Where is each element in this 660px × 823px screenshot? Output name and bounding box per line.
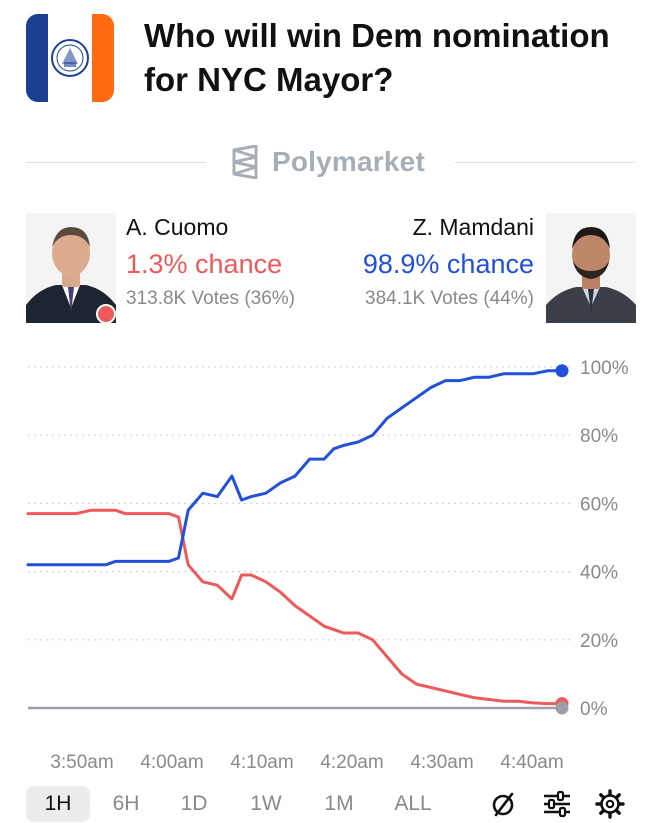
divider-left [26, 162, 206, 163]
time-range-toolbar: 1H 6H 1D 1W 1M ALL [0, 784, 660, 823]
mamdani-avatar [546, 213, 636, 323]
series-end-marker [555, 364, 569, 378]
x-tick-label: 4:00am [140, 752, 203, 773]
y-tick-label: 20% [580, 631, 618, 652]
nyc-flag-icon [26, 14, 114, 102]
y-tick-label: 80% [580, 426, 618, 447]
candidate-name-left: A. Cuomo [126, 214, 229, 240]
status-dot-icon [96, 304, 116, 324]
price-chart[interactable]: 100% 80% 60% 40% 20% 0% 3:50am 4:00am 4:10am 4:20… [0, 335, 660, 785]
y-tick-label: 40% [580, 563, 618, 584]
tab-1d[interactable]: 1D [180, 792, 208, 815]
votes-right: 384.1K Votes (44%) [365, 288, 534, 309]
gear-icon[interactable] [594, 788, 626, 820]
tab-6h[interactable]: 6H [112, 792, 140, 815]
x-tick-label: 4:30am [410, 752, 473, 773]
baseline-end-marker [555, 701, 569, 715]
polymarket-logo-icon [232, 145, 258, 179]
header: Who will win Dem nomination for NYC Mayo… [0, 0, 660, 120]
x-tick-label: 4:20am [320, 752, 383, 773]
slash-circle-icon[interactable] [488, 788, 520, 820]
page-title: Who will win Dem nomination for NYC Mayo… [144, 17, 610, 98]
filter-sliders-icon[interactable] [541, 788, 573, 820]
brand-logo: Polymarket [228, 144, 425, 180]
votes-left: 313.8K Votes (36%) [126, 288, 295, 309]
candidate-name-right: Z. Mamdani [412, 214, 534, 240]
tab-1w[interactable]: 1W [250, 792, 282, 815]
series-line [26, 369, 564, 567]
tab-1h[interactable]: 1H [26, 786, 90, 822]
y-tick-label: 60% [580, 494, 618, 515]
series-line [26, 508, 564, 706]
tab-all[interactable]: ALL [394, 792, 432, 815]
brand-bar: Polymarket [0, 140, 660, 184]
x-tick-label: 4:40am [500, 752, 563, 773]
tab-1m[interactable]: 1M [324, 792, 354, 815]
x-tick-label: 4:10am [230, 752, 293, 773]
brand-name: Polymarket [272, 146, 425, 177]
chart-canvas[interactable]: 100% 80% 60% 40% 20% 0% 3:50am 4:00am 4:10am 4:20… [0, 335, 660, 785]
y-tick-label: 100% [580, 358, 629, 379]
chance-right: 98.9% chance [362, 249, 534, 279]
x-tick-label: 3:50am [50, 752, 113, 773]
chance-left: 1.3% chance [126, 249, 283, 279]
divider-right [455, 162, 635, 163]
y-tick-label: 0% [580, 699, 608, 720]
